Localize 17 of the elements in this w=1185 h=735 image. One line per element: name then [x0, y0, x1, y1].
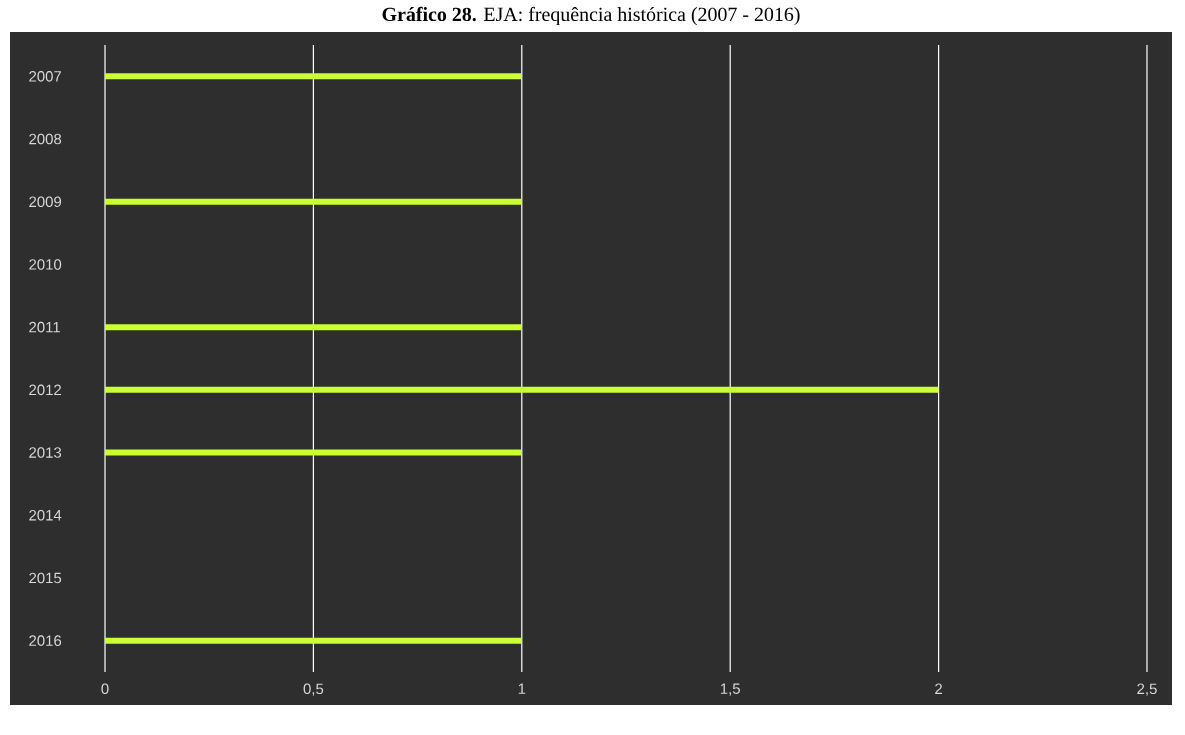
x-tick-label: 1	[518, 683, 526, 694]
y-tick-label: 2007	[29, 71, 62, 82]
y-tick-label: 2014	[29, 509, 62, 521]
x-tick-label: 2,5	[1137, 683, 1157, 696]
x-tick-label: 1,5	[720, 683, 740, 696]
y-tick-label: 2009	[29, 196, 62, 208]
x-tick-label: 2	[935, 683, 942, 694]
y-tick-label: 2011	[29, 321, 60, 333]
x-tick-label: 0,5	[303, 683, 324, 696]
y-tick-label: 2008	[29, 133, 62, 145]
y-tick-label: 2013	[29, 447, 62, 458]
y-tick-label: 2015	[29, 572, 62, 584]
y-tick-label: 2012	[29, 384, 62, 396]
y-tick-label: 2016	[29, 635, 62, 646]
y-tick-label: 2010	[29, 259, 62, 270]
x-tick-label: 0	[101, 683, 109, 695]
chart-title: Gráfico 28. EJA: frequência histórica (2007 - 2016)	[382, 6, 800, 26]
